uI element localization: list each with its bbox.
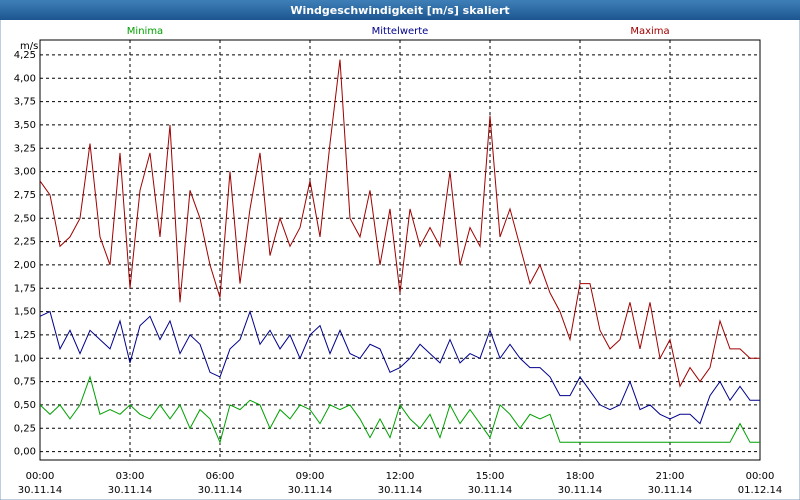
legend-label: Maxima (630, 26, 669, 37)
y-tick-label: 4,00 (14, 73, 36, 84)
y-tick-label: 2,25 (14, 237, 36, 248)
y-tick-label: 1,00 (14, 353, 36, 364)
y-tick-label: 0,00 (14, 447, 36, 458)
x-tick-date: 30.11.14 (18, 485, 63, 496)
y-tick-label: 0,75 (14, 377, 36, 388)
y-tick-label: 4,25 (14, 50, 36, 61)
series-line (39, 59, 760, 388)
y-tick-label: 1,50 (14, 307, 36, 318)
x-tick-date: 30.11.14 (648, 485, 693, 496)
y-tick-label: 2,00 (14, 260, 36, 271)
x-tick-label: 03:00 (116, 471, 145, 482)
series-line (39, 310, 760, 425)
y-tick-label: 1,25 (14, 330, 36, 341)
x-tick-label: 00:00 (746, 471, 775, 482)
y-tick-label: 0,25 (14, 423, 36, 434)
y-unit: m/s (20, 41, 38, 52)
x-tick-date: 30.11.14 (558, 485, 603, 496)
x-tick-label: 09:00 (296, 471, 325, 482)
x-tick-label: 18:00 (566, 471, 595, 482)
y-tick-label: 3,50 (14, 120, 36, 131)
y-tick-label: 2,75 (14, 190, 36, 201)
window-title: Windgeschwindigkeit [m/s] skaliert (290, 4, 509, 17)
series-line (39, 375, 760, 444)
y-tick-label: 2,50 (14, 213, 36, 224)
legend-label: Minima (127, 26, 163, 37)
x-tick-date: 30.11.14 (468, 485, 513, 496)
x-tick-date: 30.11.14 (378, 485, 423, 496)
x-tick-date: 01.12.14 (738, 485, 783, 496)
x-tick-label: 06:00 (206, 471, 235, 482)
x-tick-date: 30.11.14 (108, 485, 153, 496)
y-tick-label: 3,25 (14, 143, 36, 154)
title-bar (0, 0, 800, 20)
y-tick-label: 0,50 (14, 400, 36, 411)
x-tick-label: 00:00 (26, 471, 55, 482)
x-tick-label: 12:00 (386, 471, 415, 482)
x-tick-label: 21:00 (656, 471, 685, 482)
x-tick-date: 30.11.14 (198, 485, 243, 496)
x-tick-label: 15:00 (476, 471, 505, 482)
y-tick-label: 1,75 (14, 283, 36, 294)
y-tick-label: 3,00 (14, 167, 36, 178)
legend-label: Mittelwerte (372, 26, 429, 37)
x-tick-date: 30.11.14 (288, 485, 333, 496)
y-tick-label: 3,75 (14, 97, 36, 108)
